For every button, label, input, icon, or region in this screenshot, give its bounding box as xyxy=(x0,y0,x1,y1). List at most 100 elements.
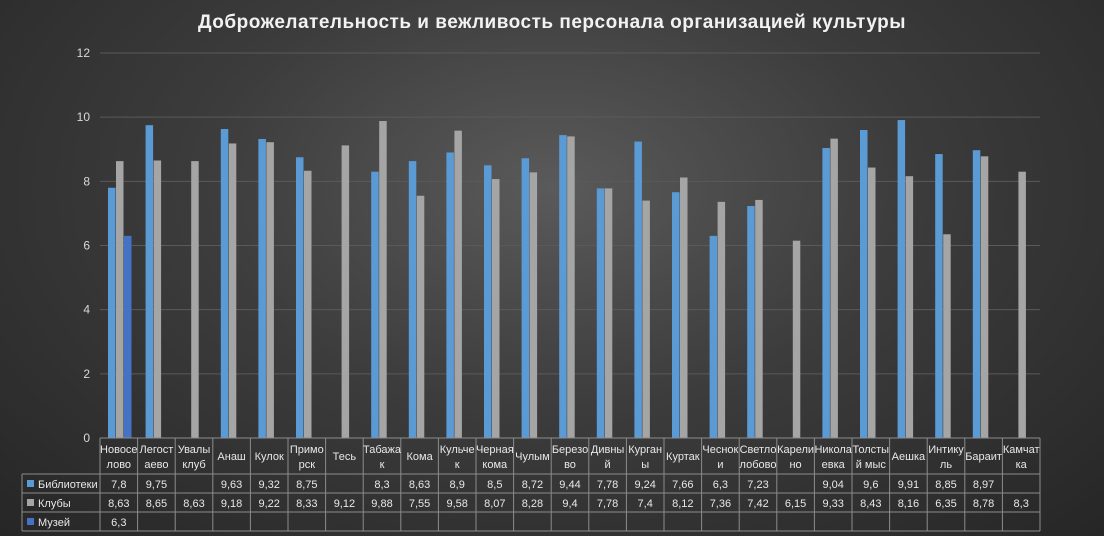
bar-clubs xyxy=(153,160,162,438)
x-tick-label: Светло xyxy=(740,444,777,456)
data-label: 8,63 xyxy=(183,498,204,510)
data-label: 7,42 xyxy=(747,498,768,510)
x-tick-label: к xyxy=(380,459,385,471)
x-tick-label: лобово xyxy=(740,459,777,471)
y-tick-label: 6 xyxy=(83,239,90,253)
x-tick-label: Интику xyxy=(928,444,964,456)
data-label: 8,12 xyxy=(672,498,693,510)
y-tick-label: 2 xyxy=(83,367,90,381)
bar-clubs xyxy=(116,161,124,438)
x-tick-label: Анаш xyxy=(217,451,246,463)
x-tick-label: но xyxy=(789,459,801,471)
data-label: 9,12 xyxy=(334,498,355,510)
bar-clubs xyxy=(529,172,538,438)
bar-libraries xyxy=(371,171,379,439)
legend-swatch xyxy=(27,518,34,525)
data-label: 7,66 xyxy=(672,479,693,491)
x-tick-label: Увалы xyxy=(178,444,211,456)
x-tick-label: Никола xyxy=(814,444,852,456)
bar-libraries xyxy=(258,138,266,438)
data-label: 8,33 xyxy=(296,498,317,510)
data-label: 6,3 xyxy=(111,517,126,529)
x-tick-label: к xyxy=(455,459,460,471)
bar-clubs xyxy=(567,136,575,438)
data-label: 8,78 xyxy=(973,498,994,510)
data-label: 7,78 xyxy=(597,498,618,510)
bar-clubs xyxy=(943,234,951,438)
data-label: 8,97 xyxy=(973,479,994,491)
x-tick-label: Табажа xyxy=(363,444,402,456)
x-tick-label: Курган xyxy=(628,444,662,456)
data-label: 7,4 xyxy=(638,498,653,510)
x-tick-label: Толсты xyxy=(852,444,889,456)
data-label: 6,3 xyxy=(713,479,728,491)
data-label: 7,23 xyxy=(747,479,768,491)
data-label: 9,44 xyxy=(559,479,580,491)
x-tick-label: и xyxy=(717,459,723,471)
data-label: 7,8 xyxy=(111,479,126,491)
x-tick-label: Камчат xyxy=(1003,444,1040,456)
x-tick-label: Березо xyxy=(552,444,588,456)
bar-clubs xyxy=(905,176,914,438)
bar-clubs xyxy=(492,179,500,438)
x-tick-label: во xyxy=(564,459,576,471)
x-tick-label: Карели xyxy=(777,444,814,456)
data-label: 8,9 xyxy=(450,479,465,491)
x-tick-label: евка xyxy=(822,459,846,471)
bar-clubs xyxy=(1018,171,1026,439)
data-label: 8,3 xyxy=(1014,498,1029,510)
data-label: 8,72 xyxy=(522,479,543,491)
bar-clubs xyxy=(341,145,350,438)
data-label: 7,36 xyxy=(710,498,731,510)
x-tick-label: лово xyxy=(107,459,132,471)
x-tick-label: Кома xyxy=(406,451,433,463)
bar-libraries xyxy=(408,161,417,438)
bar-libraries xyxy=(484,165,492,438)
data-label: 8,63 xyxy=(108,498,129,510)
data-label: 6,15 xyxy=(785,498,806,510)
bar-clubs xyxy=(266,142,274,439)
x-tick-label: Тесь xyxy=(333,451,357,463)
data-label: 7,55 xyxy=(409,498,430,510)
data-label: 6,35 xyxy=(935,498,956,510)
legend-label: Библиотеки xyxy=(38,479,98,491)
x-tick-label: й мыс xyxy=(856,459,887,471)
x-tick-label: Примо xyxy=(290,444,324,456)
x-tick-label: ка xyxy=(1016,459,1028,471)
bar-clubs xyxy=(980,156,989,438)
bar-clubs xyxy=(830,138,838,438)
x-tick-label: кома xyxy=(482,459,508,471)
data-label: 8,85 xyxy=(935,479,956,491)
data-label: 9,33 xyxy=(822,498,843,510)
bar-clubs xyxy=(228,143,237,438)
x-tick-label: Новосе xyxy=(100,444,138,456)
bar-clubs xyxy=(416,195,425,438)
data-label: 8,43 xyxy=(860,498,881,510)
bar-clubs xyxy=(680,177,688,438)
data-label: 8,65 xyxy=(146,498,167,510)
y-axis-ticks: 0 2 4 6 8 10 12 xyxy=(77,46,91,445)
x-tick-label: Кульче xyxy=(440,444,475,456)
x-tick-label: Чеснок xyxy=(702,444,738,456)
bar-libraries xyxy=(972,150,981,438)
y-tick-label: 8 xyxy=(83,174,90,188)
data-label: 9,58 xyxy=(446,498,467,510)
data-label: 8,07 xyxy=(484,498,505,510)
legend-swatch xyxy=(27,499,34,506)
bar-clubs xyxy=(379,121,387,439)
bar-museum xyxy=(124,235,132,438)
data-label: 8,75 xyxy=(296,479,317,491)
bar-libraries xyxy=(108,187,116,438)
x-tick-label: ль xyxy=(940,459,952,471)
bar-libraries xyxy=(860,130,868,438)
bar-libraries xyxy=(521,158,530,438)
x-tick-label: Чулым xyxy=(515,451,549,463)
bar-libraries xyxy=(634,141,642,439)
data-label: 9,63 xyxy=(221,479,242,491)
data-label: 7,78 xyxy=(597,479,618,491)
data-label: 9,04 xyxy=(822,479,843,491)
y-tick-label: 10 xyxy=(77,110,91,124)
bar-clubs xyxy=(717,201,726,438)
x-tick-label: Аешка xyxy=(892,451,926,463)
